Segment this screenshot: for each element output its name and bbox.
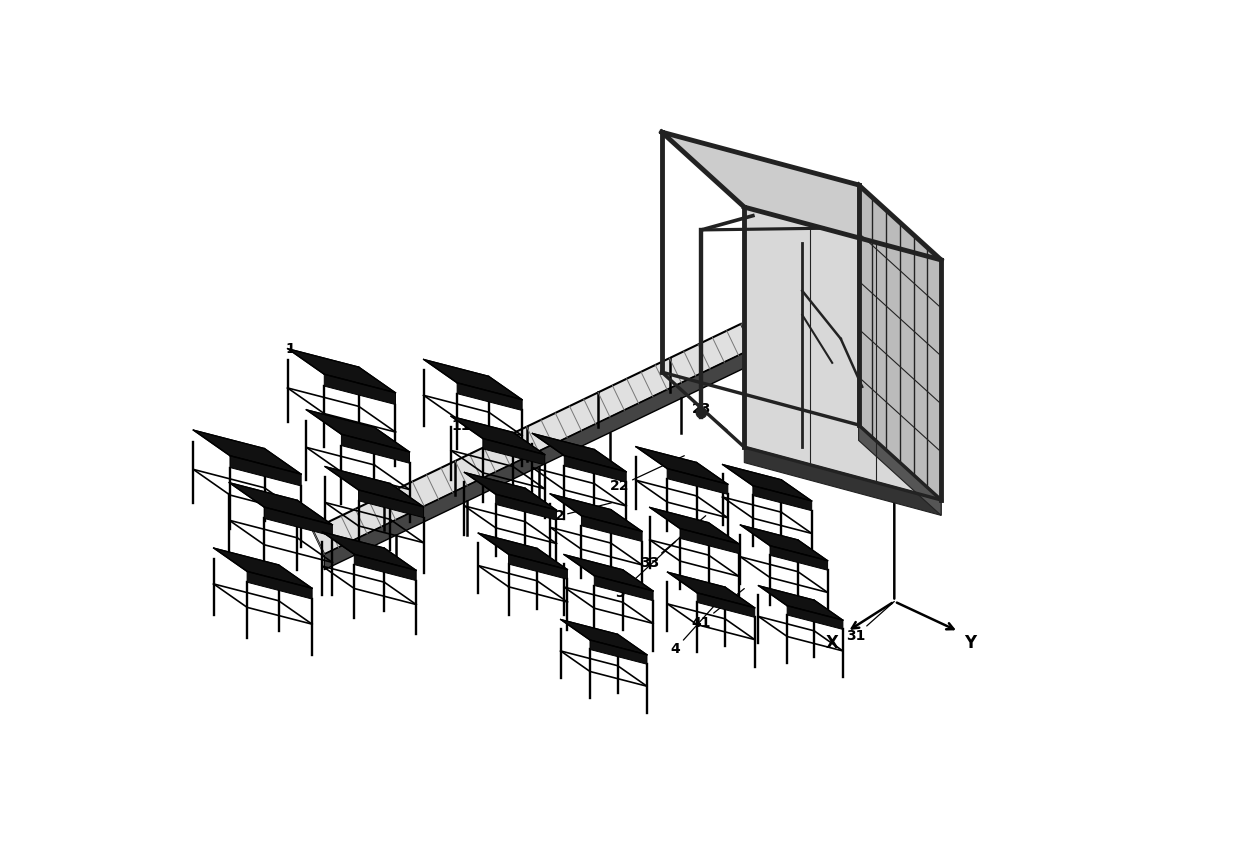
Text: 32: 32 bbox=[877, 410, 904, 434]
Text: 41: 41 bbox=[692, 588, 744, 630]
Polygon shape bbox=[213, 548, 312, 588]
Polygon shape bbox=[590, 640, 647, 664]
Text: 11: 11 bbox=[451, 419, 513, 443]
Text: 4: 4 bbox=[671, 605, 714, 655]
Polygon shape bbox=[229, 482, 332, 525]
Polygon shape bbox=[636, 446, 728, 484]
Polygon shape bbox=[306, 409, 409, 452]
Polygon shape bbox=[770, 546, 827, 570]
Polygon shape bbox=[551, 494, 642, 531]
Polygon shape bbox=[667, 469, 728, 494]
Polygon shape bbox=[324, 374, 396, 404]
Polygon shape bbox=[458, 383, 522, 410]
Polygon shape bbox=[424, 359, 522, 400]
Polygon shape bbox=[496, 494, 557, 520]
Text: 2: 2 bbox=[556, 503, 611, 523]
Polygon shape bbox=[740, 525, 827, 561]
Polygon shape bbox=[594, 575, 653, 601]
Polygon shape bbox=[341, 434, 409, 464]
Polygon shape bbox=[465, 472, 557, 510]
Polygon shape bbox=[322, 532, 417, 570]
Polygon shape bbox=[858, 425, 941, 515]
Polygon shape bbox=[288, 348, 396, 393]
Polygon shape bbox=[508, 555, 568, 580]
Polygon shape bbox=[564, 456, 626, 482]
Polygon shape bbox=[744, 207, 941, 500]
Text: 1: 1 bbox=[285, 341, 341, 383]
Circle shape bbox=[697, 408, 707, 418]
Text: X: X bbox=[826, 634, 839, 652]
Polygon shape bbox=[451, 416, 544, 455]
Polygon shape bbox=[479, 533, 568, 569]
Polygon shape bbox=[582, 516, 642, 542]
Polygon shape bbox=[697, 593, 755, 617]
Text: 3: 3 bbox=[615, 542, 676, 600]
Polygon shape bbox=[247, 571, 312, 599]
Polygon shape bbox=[482, 439, 544, 465]
Polygon shape bbox=[532, 433, 626, 472]
Text: 22: 22 bbox=[610, 456, 684, 493]
Polygon shape bbox=[193, 430, 301, 474]
Polygon shape bbox=[662, 132, 941, 260]
Polygon shape bbox=[787, 605, 843, 630]
Polygon shape bbox=[680, 529, 739, 554]
Polygon shape bbox=[324, 348, 753, 569]
Polygon shape bbox=[325, 467, 424, 507]
Polygon shape bbox=[312, 324, 753, 555]
Polygon shape bbox=[264, 507, 332, 536]
Polygon shape bbox=[229, 456, 301, 486]
Polygon shape bbox=[650, 507, 739, 544]
Polygon shape bbox=[744, 447, 941, 515]
Polygon shape bbox=[564, 555, 653, 591]
Polygon shape bbox=[358, 490, 424, 518]
Text: 24: 24 bbox=[813, 410, 848, 430]
Text: 31: 31 bbox=[846, 601, 894, 642]
Polygon shape bbox=[753, 486, 812, 511]
Polygon shape bbox=[667, 572, 755, 608]
Polygon shape bbox=[723, 464, 812, 501]
Polygon shape bbox=[858, 185, 941, 500]
Text: 23: 23 bbox=[692, 402, 727, 430]
Text: Z: Z bbox=[893, 459, 905, 477]
Polygon shape bbox=[355, 555, 417, 581]
Text: Y: Y bbox=[963, 634, 976, 652]
Text: 33: 33 bbox=[640, 516, 706, 570]
Polygon shape bbox=[560, 619, 647, 654]
Polygon shape bbox=[759, 586, 843, 620]
